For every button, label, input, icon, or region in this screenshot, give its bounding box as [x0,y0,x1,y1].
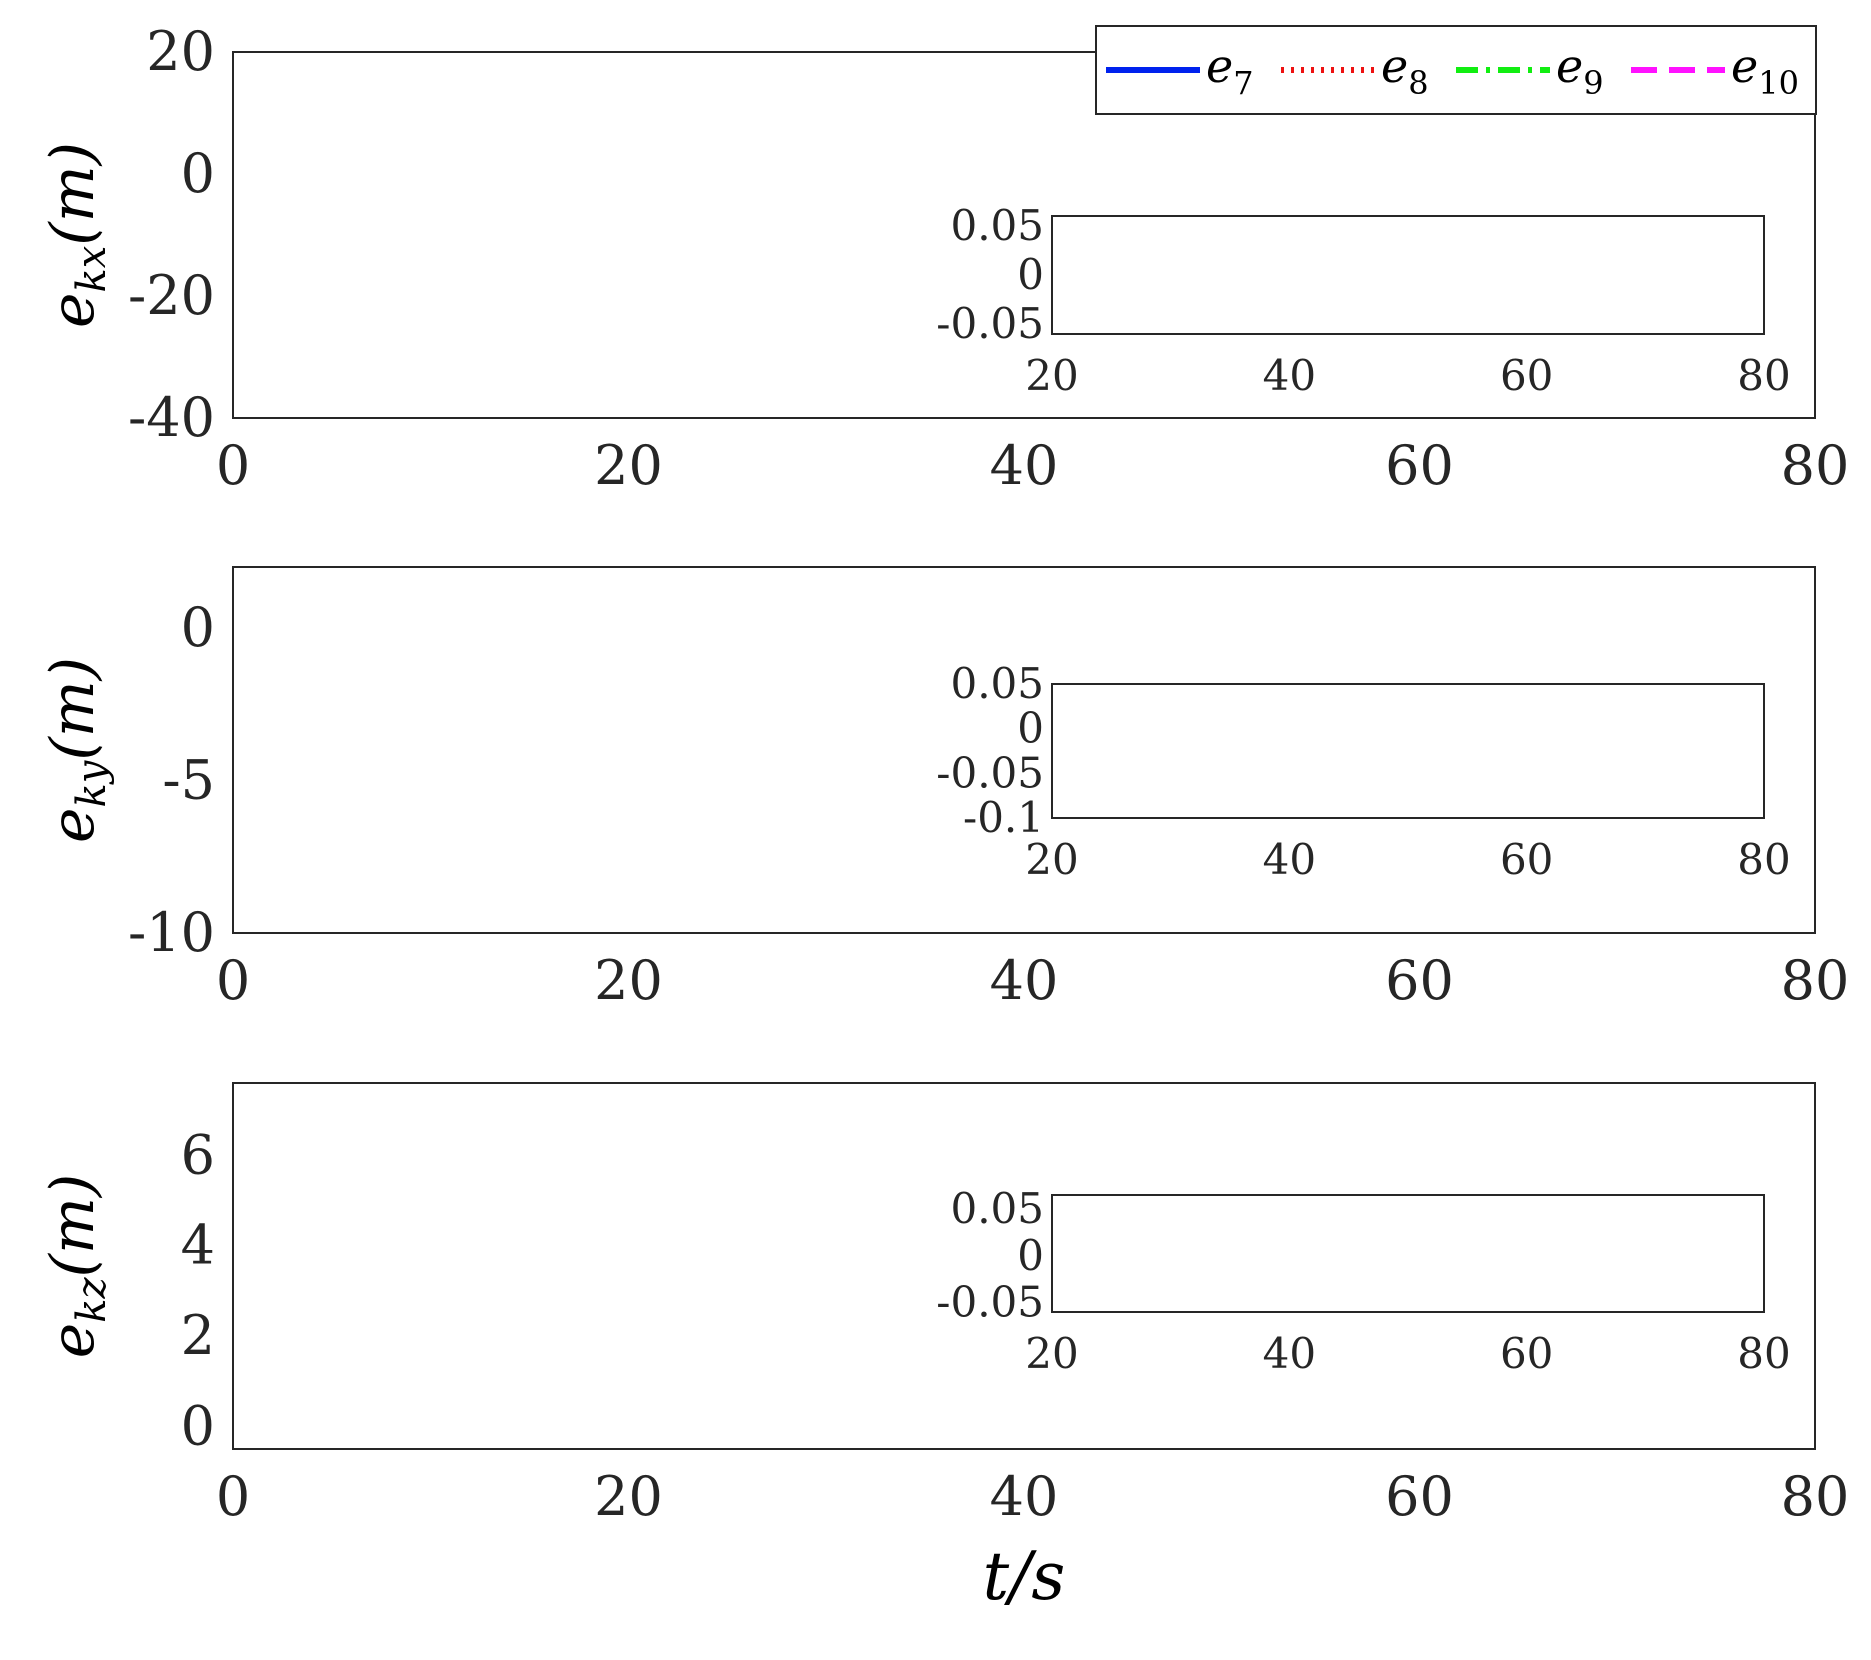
inset-x-tick-label: 40 [1263,835,1316,884]
legend-label-e7: e7 [1206,39,1254,102]
x-tick-label: 40 [990,434,1059,497]
inset-frame [1051,215,1765,335]
y-tick-label: 0 [181,1394,215,1457]
x-tick-label: 0 [216,434,250,497]
y-tick-label: -10 [128,901,215,964]
y-axis-label: eky(m) [38,657,115,843]
x-tick-label: 80 [1781,949,1850,1012]
inset-frame [1051,683,1765,819]
inset-y-tick-label: 0.05 [950,201,1044,250]
y-tick-label: 6 [181,1123,215,1186]
inset-x-tick-label: 40 [1263,1329,1316,1378]
y-axis-label: ekz(m) [38,1174,115,1359]
y-tick-label: -20 [128,264,215,327]
inset-y-tick-label: -0.1 [963,793,1044,842]
x-tick-label: 20 [594,434,663,497]
x-tick-label: 40 [990,1465,1059,1528]
y-tick-label: 20 [146,20,215,83]
x-tick-label: 0 [216,949,250,1012]
legend: e7 e8 e9 e10 [1095,25,1817,115]
inset-y-tick-label: -0.05 [936,299,1044,348]
inset-y-tick-label: 0 [1017,704,1044,753]
legend-label-e8: e8 [1381,39,1429,102]
legend-label-e10: e10 [1731,39,1799,102]
inset-y-tick-label: -0.05 [936,748,1044,797]
inset-x-tick-label: 20 [1025,1329,1078,1378]
y-tick-label: 0 [181,596,215,659]
x-tick-label: 40 [990,949,1059,1012]
inset-y-tick-label: 0 [1017,1231,1044,1280]
inset-x-tick-label: 60 [1500,835,1553,884]
inset-x-tick-label: 40 [1263,351,1316,400]
inset-y-tick-label: -0.05 [936,1278,1044,1327]
x-tick-label: 0 [216,1465,250,1528]
y-tick-label: -5 [162,749,215,812]
inset-x-tick-label: 20 [1025,351,1078,400]
y-tick-label: 4 [181,1214,215,1277]
inset-x-tick-label: 60 [1500,1329,1553,1378]
legend-label-e9: e9 [1556,39,1604,102]
inset-x-tick-label: 60 [1500,351,1553,400]
x-axis-label: t/s [983,1538,1066,1615]
y-tick-label: 0 [181,142,215,205]
y-tick-label: 2 [181,1304,215,1367]
x-tick-label: 60 [1385,1465,1454,1528]
x-tick-label: 60 [1385,949,1454,1012]
inset-frame [1051,1194,1765,1313]
inset-x-tick-label: 80 [1737,835,1790,884]
y-tick-label: -40 [128,386,215,449]
inset-y-tick-label: 0 [1017,250,1044,299]
inset-x-tick-label: 20 [1025,835,1078,884]
x-tick-label: 20 [594,1465,663,1528]
y-axis-label: ekx(m) [38,142,115,328]
x-tick-label: 80 [1781,1465,1850,1528]
inset-x-tick-label: 80 [1737,351,1790,400]
x-tick-label: 60 [1385,434,1454,497]
x-tick-label: 20 [594,949,663,1012]
inset-y-tick-label: 0.05 [950,1184,1044,1233]
x-tick-label: 80 [1781,434,1850,497]
inset-y-tick-label: 0.05 [950,659,1044,708]
inset-x-tick-label: 80 [1737,1329,1790,1378]
